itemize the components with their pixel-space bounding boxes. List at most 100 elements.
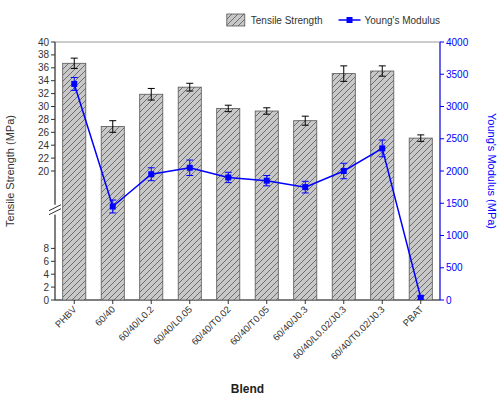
y-tick [51, 171, 55, 172]
y-tick-label: 22 [38, 153, 50, 164]
error-bar [148, 168, 155, 181]
y-tick-label: 6 [43, 256, 49, 267]
y-tick [51, 67, 55, 68]
y-tick-label: 34 [38, 75, 50, 86]
error-bar [109, 200, 116, 213]
axis-break-gap [49, 205, 61, 215]
bar [409, 138, 432, 300]
bar [332, 74, 355, 300]
bar [217, 108, 240, 300]
y2-tick [440, 203, 444, 204]
error-bar [340, 163, 347, 178]
y-axis-title: Tensile Strength (MPa) [4, 115, 16, 227]
y-tick [51, 158, 55, 159]
y2-tick [440, 235, 444, 236]
y2-tick-label: 1500 [446, 198, 469, 209]
y-tick [51, 119, 55, 120]
x-tick-label: 60/40 [93, 304, 118, 329]
y-tick-label: 30 [38, 101, 50, 112]
error-bar [302, 116, 309, 125]
bar [294, 121, 317, 300]
error-bar [225, 172, 232, 182]
y2-tick-label: 3500 [446, 69, 469, 80]
x-tick-label: 60/40/T0.05 [228, 304, 272, 348]
y2-tick [440, 74, 444, 75]
y2-tick-label: 500 [446, 262, 463, 273]
error-bar [340, 66, 347, 81]
marker [264, 178, 270, 184]
marker [71, 81, 77, 87]
marker [379, 145, 385, 151]
y2-tick [440, 171, 444, 172]
legend-swatch [227, 14, 245, 26]
y2-tick [440, 267, 444, 268]
y-tick [51, 261, 55, 262]
error-bar [417, 135, 424, 141]
marker [341, 168, 347, 174]
y2-tick [440, 138, 444, 139]
legend-label: Young's Modulus [365, 15, 440, 26]
error-bar [109, 121, 116, 133]
y2-tick [440, 300, 444, 301]
y2-axis-title: Young's Modulus (MPa) [486, 113, 498, 229]
y-tick-label: 2 [43, 282, 49, 293]
marker [225, 174, 231, 180]
x-tick-label: 60/40/L0.2 [116, 304, 156, 344]
x-tick [266, 300, 267, 304]
x-tick-label: PBAT [400, 303, 425, 328]
error-bar [71, 77, 78, 90]
x-tick-label: 60/40/T0.02/J0.3 [328, 304, 386, 362]
y-axis: 024682022242628303234363840 [38, 37, 61, 306]
x-tick-label: 60/40/J0.3 [271, 304, 310, 343]
marker [110, 203, 116, 209]
error-bar [186, 160, 193, 175]
error-bar [302, 181, 309, 193]
y2-tick-label: 3000 [446, 101, 469, 112]
y2-tick [440, 106, 444, 107]
y2-tick-label: 2000 [446, 166, 469, 177]
x-tick [420, 300, 421, 304]
error-bar [263, 176, 270, 186]
y2-tick-label: 1000 [446, 230, 469, 241]
chart: 024682022242628303234363840Tensile Stren… [0, 0, 500, 400]
marker [187, 165, 193, 171]
x-tick [382, 300, 383, 304]
error-bar [71, 58, 78, 68]
x-tick [343, 300, 344, 304]
line [74, 84, 421, 298]
y2-axis: 05001000150020002500300035004000 [440, 37, 469, 306]
legend-label: Tensile Strength [251, 15, 323, 26]
bar [63, 63, 86, 300]
y-tick [51, 80, 55, 81]
x-tick-label: 60/40/L0.05 [151, 304, 194, 347]
y-tick [51, 42, 55, 43]
y-tick-label: 0 [43, 295, 49, 306]
y-tick-label: 8 [43, 243, 49, 254]
plot-marks [63, 58, 433, 300]
bar [140, 94, 163, 300]
y-tick [51, 54, 55, 55]
marker [148, 171, 154, 177]
y-tick-label: 24 [38, 140, 50, 151]
x-axis-title: Blend [231, 382, 264, 396]
error-bar [225, 105, 232, 111]
y-tick [51, 145, 55, 146]
x-tick-label: 60/40/T0.02 [189, 304, 233, 348]
x-tick [112, 300, 113, 304]
y-tick [51, 93, 55, 94]
y2-tick-label: 4000 [446, 37, 469, 48]
legend: Young's Modulus Tensile Strength [227, 14, 440, 26]
y-tick [51, 248, 55, 249]
y-tick-label: 32 [38, 88, 50, 99]
x-tick [74, 300, 75, 304]
y2-tick [440, 42, 444, 43]
marker [302, 184, 308, 190]
y-tick [51, 274, 55, 275]
y-tick [51, 287, 55, 288]
bar [371, 71, 394, 300]
y-tick-label: 26 [38, 127, 50, 138]
y2-tick-label: 2500 [446, 133, 469, 144]
error-bar [186, 83, 193, 91]
y-tick [51, 300, 55, 301]
bar [101, 126, 124, 300]
